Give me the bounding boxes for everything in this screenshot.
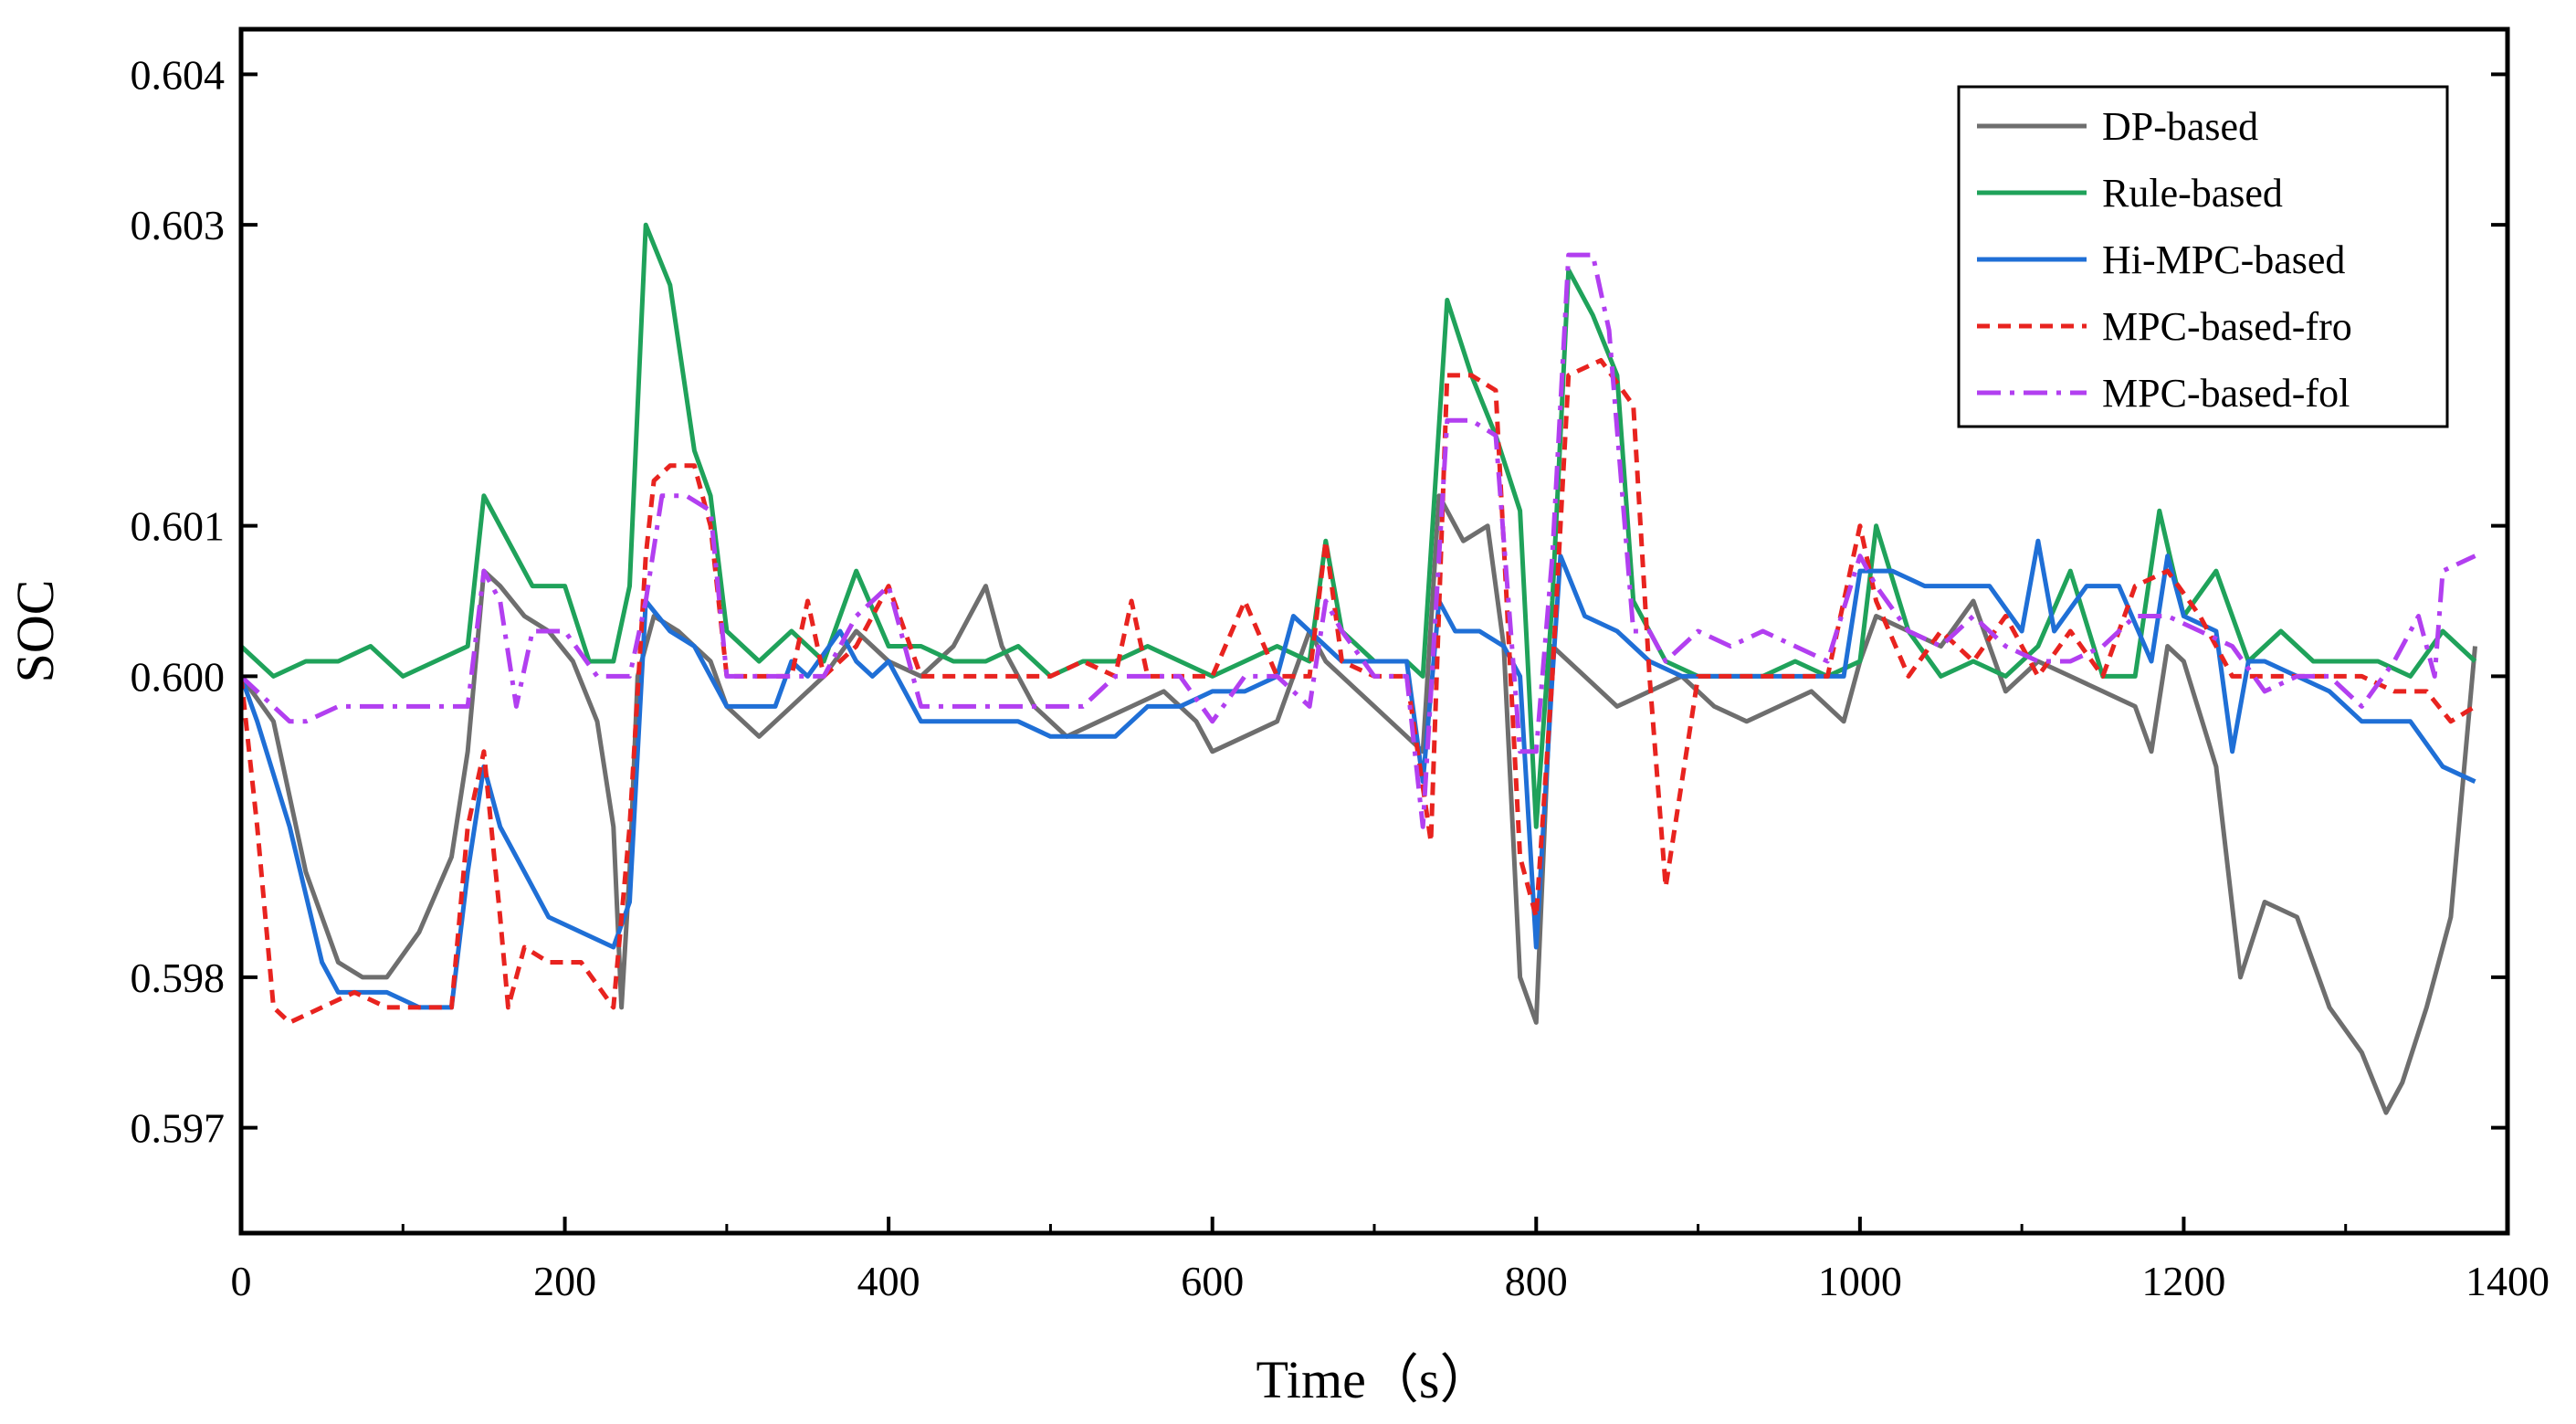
x-tick-label: 1400	[2466, 1258, 2550, 1304]
y-tick-label: 0.603	[131, 202, 226, 248]
legend-label-dp-based: DP-based	[2102, 104, 2258, 149]
y-tick-label: 0.600	[131, 653, 226, 700]
x-tick-label: 1000	[1818, 1258, 1902, 1304]
y-tick-label: 0.597	[131, 1105, 226, 1152]
ticks-layer: 0 200 400 600 800 1000 1200 1400 0.597 0.598 0.600…	[131, 51, 2550, 1304]
series-line-dp-based	[238, 493, 2477, 1115]
x-tick-label: 200	[533, 1258, 596, 1304]
y-tick-label: 0.598	[131, 955, 226, 1001]
y-tick-label: 0.601	[131, 503, 226, 550]
x-tick-label: 800	[1505, 1258, 1568, 1304]
legend-label-rule-based: Rule-based	[2102, 171, 2283, 216]
x-tick-label: 400	[857, 1258, 920, 1304]
legend-label-mpc-based-fol: MPC-based-fol	[2102, 371, 2350, 416]
series-line-hi-mpc-based	[238, 538, 2476, 1010]
x-axis-title: Time（s）	[1256, 1350, 1493, 1409]
y-tick-label: 0.604	[131, 51, 226, 98]
series-line-mpc-based-fol	[239, 252, 2476, 829]
legend-label-mpc-based-fro: MPC-based-fro	[2102, 304, 2352, 349]
legend-label-hi-mpc-based: Hi-MPC-based	[2102, 237, 2345, 282]
x-tick-label: 0	[231, 1258, 252, 1304]
x-tick-label: 600	[1181, 1258, 1244, 1304]
series-line-mpc-based-fro	[238, 358, 2476, 1025]
y-axis-title: SOC	[5, 580, 65, 683]
series-line-rule-based	[239, 222, 2477, 829]
x-tick-label: 1200	[2141, 1258, 2225, 1304]
series-layer	[238, 222, 2477, 1115]
legend-box	[1957, 85, 2449, 428]
legend: DP-based Rule-based Hi-MPC-based MPC-based-…	[1957, 85, 2449, 428]
